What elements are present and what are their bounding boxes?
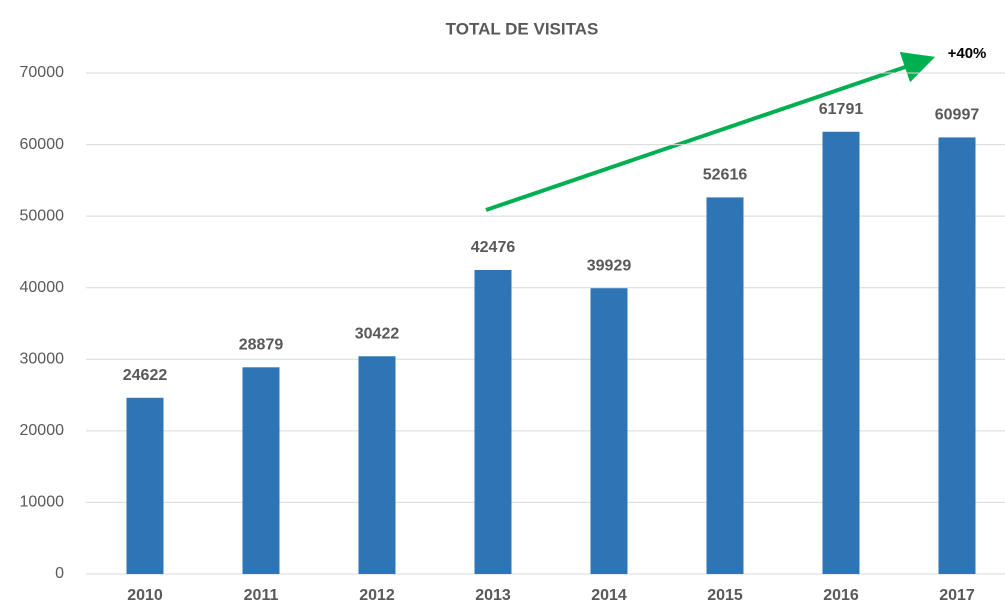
annotation: +40%	[948, 45, 987, 62]
x-tick-label: 2015	[707, 587, 743, 604]
x-tick-label: 2010	[127, 587, 163, 604]
y-tick-label: 60000	[20, 136, 65, 153]
y-tick-label: 0	[55, 565, 64, 582]
data-label: 24622	[123, 367, 168, 384]
data-label: 28879	[239, 337, 284, 354]
bar	[358, 356, 396, 574]
x-tick-label: 2012	[359, 587, 395, 604]
y-tick-label: 70000	[20, 64, 65, 81]
bar	[590, 288, 628, 574]
data-label: 52616	[703, 167, 748, 184]
x-tick-label: 2017	[939, 587, 975, 604]
bar	[822, 131, 860, 574]
y-tick-label: 30000	[20, 351, 65, 368]
bar	[938, 137, 976, 574]
trend-arrow	[485, 52, 936, 212]
data-label: 30422	[355, 325, 400, 342]
y-tick-label: 20000	[20, 422, 65, 439]
bar	[242, 367, 280, 574]
bar	[474, 269, 512, 574]
bar	[706, 197, 744, 574]
y-tick-label: 40000	[20, 279, 65, 296]
chart-title: TOTAL DE VISITAS	[446, 19, 599, 38]
data-label: 60997	[935, 107, 980, 124]
x-tick-label: 2016	[823, 587, 859, 604]
y-tick-label: 50000	[20, 207, 65, 224]
x-tick-label: 2014	[591, 587, 627, 604]
x-tick-label: 2011	[244, 587, 279, 604]
data-label: 42476	[471, 239, 516, 256]
data-label: 39929	[587, 257, 632, 274]
bar	[126, 397, 164, 574]
y-tick-label: 10000	[20, 494, 65, 511]
data-label: 61791	[819, 101, 864, 118]
x-tick-label: 2013	[475, 587, 511, 604]
